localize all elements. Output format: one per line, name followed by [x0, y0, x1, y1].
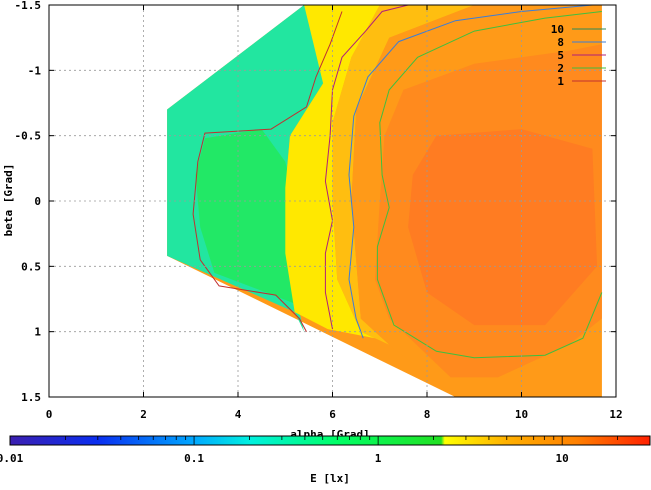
colorbar: 0.01 0.1 1 10 E [lx]	[0, 435, 651, 485]
x-axis-ticks: 0 2 4 6 8 10 12	[46, 5, 623, 421]
colorbar-tick-label: 0.01	[0, 452, 24, 465]
x-tick-label: 2	[140, 408, 147, 421]
contour-line-5	[348, 5, 593, 339]
colorbar-tick-label: 10	[556, 452, 569, 465]
y-tick-label: 1.5	[21, 391, 41, 404]
x-tick-label: 6	[329, 408, 336, 421]
contour-line-2	[376, 11, 603, 359]
x-tick-label: 4	[235, 408, 242, 421]
y-tick-label: -1	[28, 64, 42, 77]
legend-label-5: 5	[557, 49, 564, 62]
y-tick-label: -1.5	[15, 0, 42, 12]
grid-lines	[49, 5, 616, 397]
x-tick-label: 8	[424, 408, 431, 421]
legend-label-2: 2	[557, 62, 564, 75]
x-tick-label: 0	[46, 408, 53, 421]
heat-zone-2	[285, 5, 380, 339]
heat-zone-6	[408, 129, 598, 326]
heat-zone-1	[195, 129, 300, 306]
y-tick-label: 0.5	[21, 260, 41, 273]
y-axis-label: beta [Grad]	[2, 164, 15, 237]
colorbar-tick-label: 1	[375, 452, 382, 465]
x-tick-label: 10	[515, 408, 528, 421]
legend-label-1: 1	[557, 75, 564, 88]
y-tick-label: 1	[34, 326, 41, 339]
y-tick-label: 0	[34, 195, 41, 208]
colorbar-label: E [lx]	[310, 472, 350, 485]
legend-label-8: 8	[557, 36, 564, 49]
x-tick-label: 12	[609, 408, 622, 421]
colorbar-tick-label: 0.1	[184, 452, 204, 465]
colorbar-ticks: 0.01 0.1 1 10	[0, 436, 651, 465]
heatmap-surface	[167, 5, 602, 397]
contour-line-1	[192, 11, 343, 332]
y-tick-label: -0.5	[15, 130, 42, 143]
y-axis-ticks: -1.5 -1 -0.5 0 0.5 1 1.5	[15, 0, 616, 404]
legend-label-10: 10	[551, 23, 564, 36]
